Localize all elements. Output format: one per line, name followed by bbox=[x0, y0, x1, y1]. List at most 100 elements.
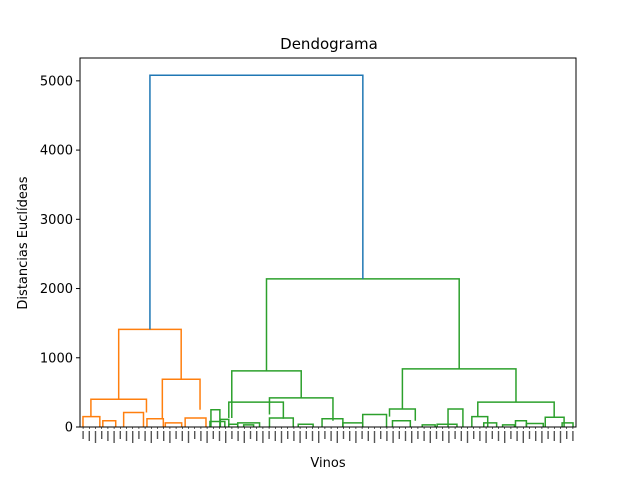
leaf-label bbox=[299, 431, 301, 443]
leaf-label bbox=[404, 431, 407, 441]
leaf-label bbox=[262, 431, 264, 443]
leaf-label bbox=[442, 431, 444, 441]
leaf-label bbox=[423, 431, 425, 441]
leaf-label bbox=[510, 431, 512, 439]
leaf-label bbox=[535, 431, 537, 441]
leaf-label bbox=[380, 431, 382, 439]
leaf-label bbox=[187, 431, 190, 443]
leaf-label bbox=[435, 431, 438, 439]
sub-cluster-link bbox=[421, 424, 436, 427]
dendrogram-links bbox=[82, 74, 574, 427]
leaf-label bbox=[342, 431, 345, 439]
leaf-label bbox=[256, 431, 258, 441]
leaf-label bbox=[268, 431, 270, 439]
leaf-label bbox=[491, 431, 493, 439]
leaf-label bbox=[119, 431, 121, 439]
leaf-label bbox=[125, 431, 128, 441]
sub-cluster-link bbox=[242, 424, 255, 427]
leaf-label bbox=[324, 431, 326, 439]
leaf-label bbox=[218, 431, 221, 441]
cluster-2a-left-link bbox=[228, 401, 285, 419]
sub-cluster-link bbox=[219, 418, 230, 427]
leaf-label bbox=[138, 431, 140, 439]
plot-frame bbox=[79, 57, 577, 428]
leaf-label bbox=[411, 431, 413, 443]
cluster-1a-link bbox=[90, 398, 148, 417]
cluster-1b-link bbox=[161, 378, 201, 418]
sub-cluster-link bbox=[482, 422, 498, 427]
leaf-label bbox=[82, 431, 84, 439]
leaf-label bbox=[206, 431, 208, 443]
sub-cluster-link bbox=[525, 422, 545, 427]
leaf-label bbox=[497, 431, 500, 441]
leaf-label bbox=[169, 431, 171, 443]
sub-cluster-link bbox=[297, 423, 314, 427]
leaf-label bbox=[113, 431, 115, 443]
root-link bbox=[149, 74, 364, 330]
leaf-label bbox=[94, 431, 97, 443]
y-tick-label: 4000 bbox=[40, 144, 73, 159]
cluster-1-link bbox=[117, 328, 182, 400]
leaf-label bbox=[559, 431, 562, 443]
leaf-label bbox=[150, 431, 152, 443]
sub-cluster-link bbox=[501, 424, 516, 427]
leaf-label bbox=[516, 431, 518, 441]
sub-cluster-link bbox=[361, 413, 388, 427]
leaf-label bbox=[454, 431, 456, 439]
y-axis-ticks: 0 1000 2000 3000 4000 5000 bbox=[40, 74, 80, 436]
leaf-label bbox=[243, 431, 245, 443]
leaf-label bbox=[107, 431, 109, 441]
leaf-label bbox=[311, 431, 314, 441]
leaf-label bbox=[373, 431, 376, 443]
leaf-label bbox=[225, 431, 227, 443]
sub-cluster-link bbox=[209, 420, 226, 427]
leaf-label bbox=[349, 431, 351, 441]
chart-title: Dendograma bbox=[280, 35, 378, 53]
leaf-label bbox=[330, 431, 332, 441]
leaf-label bbox=[287, 431, 289, 439]
leaf-label bbox=[386, 431, 388, 441]
sub-cluster-link bbox=[436, 423, 458, 427]
leaf-label bbox=[200, 431, 202, 441]
leaf-label bbox=[473, 431, 475, 439]
leaf-label bbox=[274, 431, 276, 441]
leaf-label bbox=[231, 431, 233, 439]
sub-cluster-link bbox=[471, 415, 489, 427]
sub-cluster-link bbox=[184, 417, 207, 427]
y-tick-label: 0 bbox=[65, 421, 73, 436]
sub-cluster-link bbox=[210, 408, 221, 427]
sub-cluster-link bbox=[102, 420, 117, 427]
leaf-label bbox=[293, 431, 295, 441]
sub-cluster-link bbox=[268, 417, 295, 427]
y-tick-label: 5000 bbox=[40, 74, 73, 89]
sub-cluster-link bbox=[561, 422, 574, 427]
leaf-label bbox=[429, 431, 431, 443]
leaf-label bbox=[485, 431, 487, 443]
leaf-label bbox=[88, 431, 90, 441]
y-tick-label: 3000 bbox=[40, 213, 73, 228]
y-tick-label: 2000 bbox=[40, 282, 73, 297]
leaf-label bbox=[212, 431, 214, 439]
leaf-label bbox=[448, 431, 450, 443]
y-axis-title: Distancias Euclídeas bbox=[16, 176, 31, 309]
sub-cluster-link bbox=[447, 408, 464, 427]
sub-cluster-link bbox=[164, 422, 183, 427]
leaf-label bbox=[553, 431, 555, 441]
leaf-label bbox=[392, 431, 394, 443]
leaf-label bbox=[479, 431, 481, 441]
sub-cluster-link bbox=[122, 411, 145, 427]
leaf-label bbox=[132, 431, 134, 443]
leaf-label bbox=[175, 431, 177, 439]
leaf-label bbox=[367, 431, 369, 441]
leaf-label bbox=[318, 431, 320, 443]
leaf-label bbox=[522, 431, 524, 443]
y-tick-label: 1000 bbox=[40, 351, 73, 366]
sub-cluster-link bbox=[146, 417, 165, 427]
leaf-label bbox=[417, 431, 419, 439]
x-axis-title: Vinos bbox=[310, 456, 345, 471]
leaf-label bbox=[181, 431, 183, 441]
leaf-label bbox=[355, 431, 357, 443]
leaf-label bbox=[144, 431, 146, 441]
